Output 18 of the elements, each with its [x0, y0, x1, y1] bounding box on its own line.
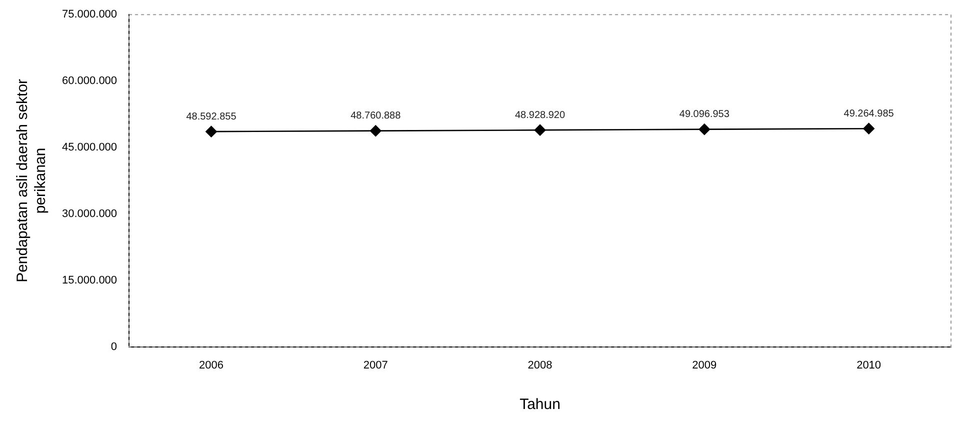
y-tick-label: 30.000.000	[62, 208, 118, 220]
data-label: 49.264.985	[844, 108, 894, 120]
data-label: 48.592.855	[186, 111, 237, 122]
data-label: 49.096.953	[679, 109, 730, 120]
data-label: 48.928.920	[514, 110, 566, 121]
y-tick-label: 0	[110, 340, 118, 353]
y-tick-label: 15.000.000	[62, 274, 118, 286]
x-axis-title: Tahun	[520, 396, 560, 414]
x-tick-label: 2009	[692, 359, 717, 372]
y-tick-label: 75.000.000	[62, 8, 118, 21]
x-tick-label: 2010	[856, 359, 882, 372]
x-tick-label: 2008	[528, 359, 552, 372]
y-tick-label: 45.000.000	[62, 142, 118, 154]
x-tick-label: 2006	[199, 359, 224, 372]
x-tick-label: 2007	[363, 359, 388, 372]
y-axis-title: Pendapatan asli daerah sektor perikanan	[14, 78, 50, 282]
y-tick-label: 60.000.000	[62, 75, 118, 88]
data-label: 48.760.888	[350, 110, 402, 122]
